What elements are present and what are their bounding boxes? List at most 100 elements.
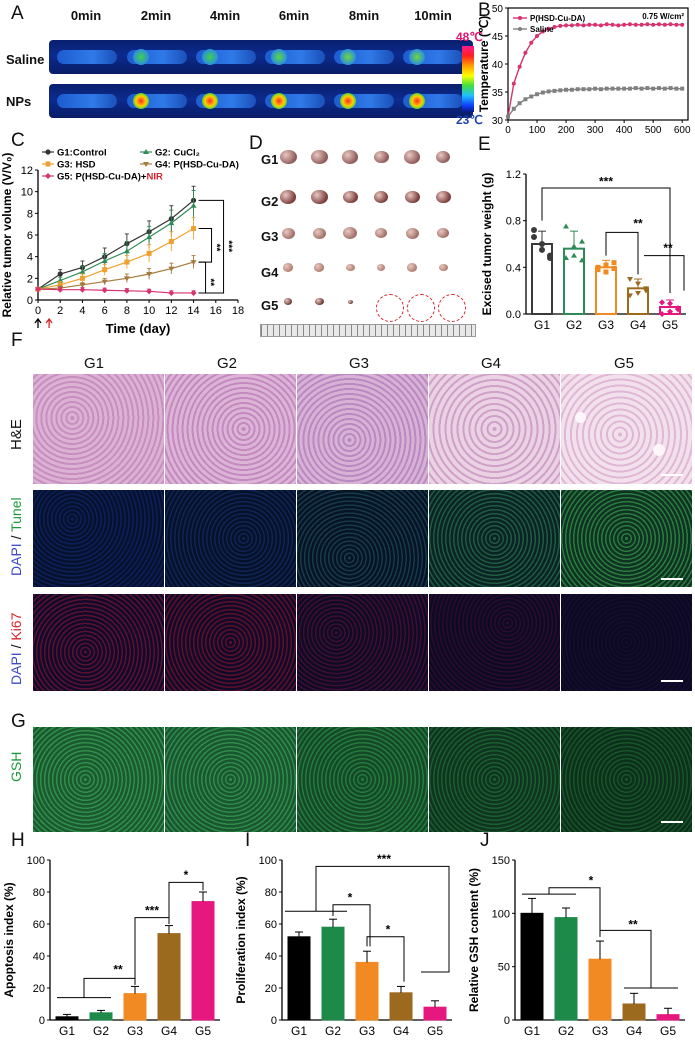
sig-label: *** [223, 240, 234, 252]
data-point [79, 286, 86, 293]
tumor-row-label: G1 [261, 152, 279, 167]
thermal-image [395, 84, 473, 118]
sig-label: *** [599, 175, 613, 189]
data-point [57, 286, 64, 293]
x-tick-label: 400 [616, 125, 633, 135]
data-point [627, 293, 633, 299]
time-label: 6min [278, 8, 310, 23]
data-point [593, 86, 598, 91]
tumor-row-label: G5 [261, 298, 279, 313]
data-point [633, 86, 638, 91]
tumor-photo [437, 228, 449, 239]
x-tick-label: 100 [529, 125, 546, 135]
tumor-photo [279, 149, 297, 164]
gsh-image [165, 727, 296, 832]
mouse-silhouette [57, 50, 117, 64]
data-point [622, 86, 627, 91]
tunel-label: Tunel [8, 497, 24, 532]
x-tick-label: G1 [534, 318, 550, 332]
data-point [101, 258, 108, 263]
time-label: 2min [140, 8, 172, 23]
data-point [569, 87, 574, 92]
data-point [595, 267, 601, 273]
data-point [168, 266, 175, 272]
panel-letter-g: G [11, 711, 26, 732]
data-point [598, 87, 603, 92]
separator: / [8, 531, 24, 544]
x-tick-label: G5 [195, 1024, 211, 1038]
y-tick-label: 2 [27, 273, 33, 285]
tunel-image [165, 490, 296, 587]
data-point [558, 23, 563, 28]
tumor-photo [314, 297, 324, 306]
data-point [667, 300, 673, 307]
tumor-photo [284, 298, 292, 305]
data-point [680, 86, 685, 91]
data-point [146, 288, 153, 295]
data-point [123, 287, 130, 294]
panel-letter-e: E [478, 134, 491, 155]
legend-label: G2: CuCl₂ [155, 148, 200, 159]
dapi-label: DAPI [8, 652, 24, 685]
power-annotation: 0.75 W/cm² [642, 12, 684, 21]
series-line [37, 261, 194, 290]
legend-marker [518, 27, 522, 31]
bar [123, 993, 147, 1021]
bar [588, 958, 612, 1021]
data-point [667, 308, 673, 315]
tunel-image [33, 490, 164, 587]
data-point [659, 299, 665, 306]
data-point [639, 86, 644, 91]
x-tick-label: G3 [127, 1024, 143, 1038]
thermal-image [119, 40, 197, 74]
panel-letter-b: B [478, 0, 491, 21]
sig-label: * [348, 891, 353, 905]
data-point [604, 22, 609, 27]
tunel-image [297, 490, 428, 587]
y-tick-label: 0 [27, 295, 33, 307]
data-point [616, 23, 621, 28]
thermal-image [326, 40, 404, 74]
x-tick-label: G4 [161, 1024, 177, 1038]
tumor-photo [280, 190, 296, 204]
mouse-silhouette [57, 94, 117, 108]
data-point [674, 22, 679, 27]
panel-letter-i: I [245, 830, 251, 851]
sig-label: *** [145, 903, 159, 917]
data-point [587, 22, 592, 27]
x-tick-label: G2 [325, 1024, 341, 1038]
data-point [627, 86, 632, 91]
row-label-saline: Saline [6, 52, 45, 67]
y-tick-label: 10 [21, 187, 33, 199]
legend-label-part: G5: P(HSD-Cu-DA)+ [57, 172, 147, 183]
x-tick-label: 12 [165, 305, 177, 317]
gsh-image [297, 727, 428, 832]
data-point [622, 22, 627, 27]
tumor-row-label: G4 [261, 265, 279, 280]
data-point [598, 23, 603, 28]
data-point [616, 86, 621, 91]
tunel-image [561, 490, 692, 587]
data-point [79, 268, 86, 274]
data-point [668, 86, 673, 91]
x-tick-label: 4 [79, 305, 85, 317]
data-point [581, 87, 586, 92]
series-line [37, 205, 194, 290]
sig-bracket [605, 231, 639, 275]
tumor-photo [343, 227, 357, 239]
data-point [57, 282, 63, 288]
separator: / [8, 640, 24, 653]
y-axis-label: Temperature (℃) [478, 16, 491, 113]
data-point [579, 238, 585, 244]
data-point [662, 86, 667, 91]
data-point [146, 250, 152, 256]
series-line [37, 227, 194, 290]
data-point [79, 282, 86, 288]
data-point [523, 97, 528, 102]
data-point [587, 87, 592, 92]
bar [89, 1012, 113, 1021]
tumor-row-label: G2 [261, 194, 279, 209]
tumor-photo [407, 263, 417, 272]
legend-label: G5: P(HSD-Cu-DA)+NIR [57, 172, 163, 183]
absent-tumor-circle [376, 294, 404, 322]
